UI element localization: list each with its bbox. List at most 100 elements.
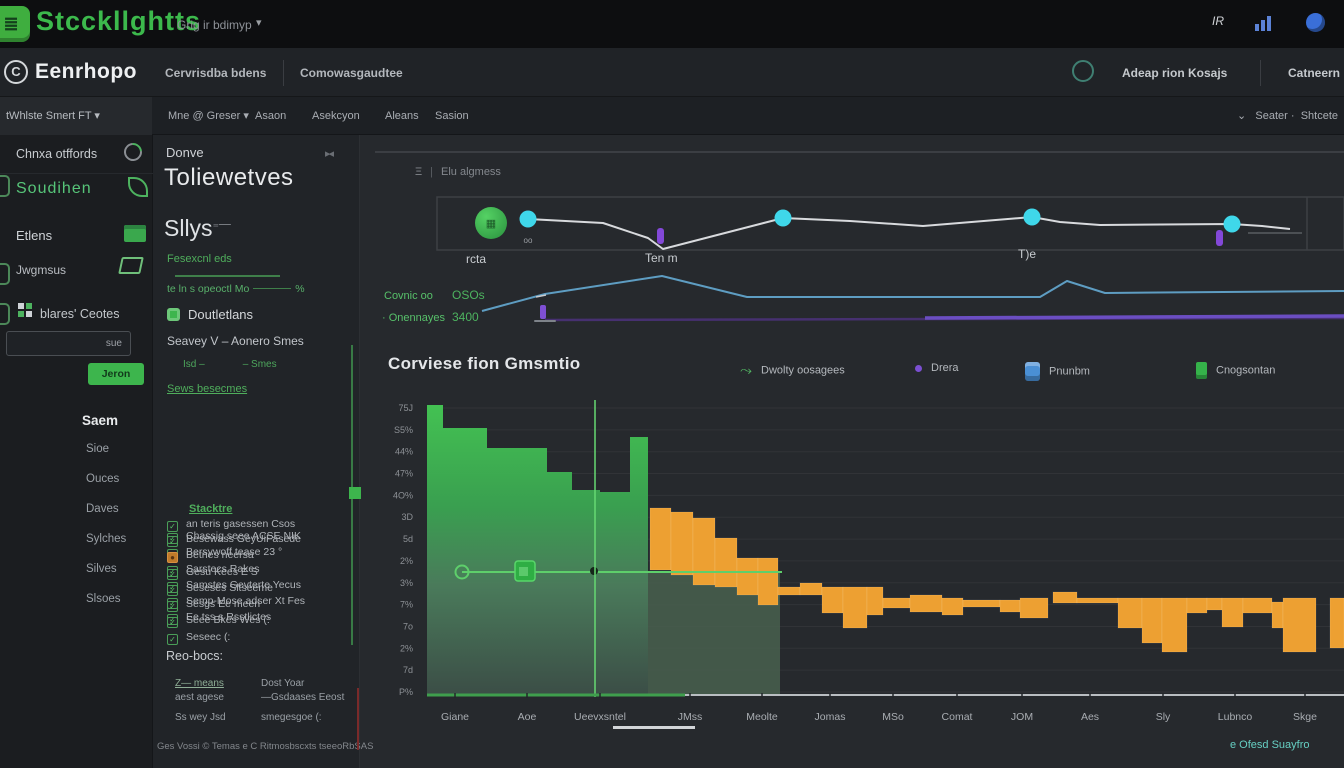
panel-link-2-sub[interactable]: ✓ an teris gasessen Csos [167, 518, 295, 532]
sidebar-item[interactable]: Sylches [86, 533, 127, 545]
panel-group1-subtitle: Seavey V – Aonero Smes [167, 334, 304, 348]
waterfall-bar [1329, 597, 1344, 649]
sidebar-item[interactable]: Daves [86, 503, 119, 515]
checkbox-icon[interactable]: ✓ [167, 617, 178, 629]
mini-value: 3400 [452, 310, 479, 324]
sidebar-item-journal[interactable]: Jwgmsus [16, 263, 67, 277]
sidebar-input[interactable] [6, 331, 131, 356]
checkbox-icon[interactable]: ✓ [167, 584, 178, 596]
mini-label: Covnic oo [384, 290, 433, 302]
sidebar-item[interactable]: Ouces [86, 473, 120, 485]
panel-link-1[interactable]: Sews besecmes [167, 383, 248, 395]
notification-icon[interactable] [1306, 13, 1325, 32]
square-icon [1025, 362, 1040, 381]
nav-item[interactable]: Asekcyon [312, 110, 360, 122]
timeline-point[interactable] [1023, 208, 1041, 226]
kv-right[interactable]: —Gsdaases Eeost [261, 692, 345, 703]
appbar-right-link-2[interactable]: Catneern [1288, 66, 1341, 80]
brand-name[interactable]: Eenrhopo [35, 60, 137, 83]
checklist-row[interactable]: ✓ Besewass GeyUiFasede [167, 533, 301, 549]
appbar-right-link-1[interactable]: Adeap rion Kosajs [1122, 66, 1228, 80]
sidebar-section-title: Saem [82, 413, 119, 428]
user-initials[interactable]: IR [1212, 14, 1224, 28]
refresh-icon[interactable] [120, 139, 146, 165]
cut-icon [0, 263, 10, 285]
waterfall-bar [1117, 597, 1143, 629]
appbar-link-1[interactable]: Cervrisdba bdens [165, 66, 267, 80]
sidebar-action-button[interactable]: Jeron [88, 363, 144, 385]
sidebar-item[interactable]: Sioe [86, 443, 110, 455]
waterfall-bar [842, 586, 868, 629]
blue-line [481, 275, 1344, 312]
y-axis-tick: 5d [403, 534, 413, 544]
x-tick-underline [613, 726, 695, 729]
sidebar-item-centers[interactable]: blares' Ceotes [40, 307, 120, 321]
nav-item[interactable]: Sasion [435, 110, 469, 122]
nav-item[interactable]: Asaon [255, 110, 287, 122]
sidebar-item[interactable]: Silves [86, 563, 117, 575]
app-bar: C Eenrhopo Cervrisdba bdens Comowasgaudt… [0, 48, 1344, 97]
appbar-link-2[interactable]: Comowasgaudtee [300, 66, 403, 80]
y-axis-tick: 7o [403, 621, 413, 631]
waterfall-bar [799, 582, 823, 596]
checklist-row[interactable]: ● Betnes neersa [167, 549, 301, 565]
grid-icon [18, 303, 24, 309]
waterfall-bar [714, 537, 738, 588]
checklist-row[interactable]: ✓ Seseec (: [167, 631, 301, 647]
nav-item[interactable]: Mne @ Greser ▾ [168, 110, 249, 122]
timeline-point[interactable] [774, 209, 792, 227]
app-logo-text: Stcckllghtts [36, 6, 202, 36]
nav-item[interactable]: Aleans [385, 110, 419, 122]
kv-left[interactable]: Ss wey Jsd [175, 712, 226, 723]
list-icon[interactable]: Ξ [415, 166, 423, 178]
timeline-label: T)e [1018, 247, 1036, 261]
timeline-point[interactable] [519, 210, 537, 228]
legend-item[interactable]: Pnunbm [1025, 362, 1090, 381]
checkbox-icon[interactable]: ✓ [167, 633, 178, 645]
legend-item[interactable]: Drera [915, 362, 959, 374]
nav-active-tab[interactable]: tWhlste Smert FT ▾ [0, 97, 152, 135]
legend-label: Dwolty oosagees [761, 364, 845, 377]
checkbox-icon[interactable]: ✓ [167, 601, 178, 613]
checklist-row[interactable]: ✓ Gesu Kees E S [167, 566, 301, 582]
nav-right-links[interactable]: ⌄ Seater · Shtcete [1237, 97, 1338, 135]
kv-left[interactable]: Z— means [175, 678, 224, 689]
y-axis-tick: 44% [395, 447, 413, 457]
chevron-down-icon[interactable]: ▾ [256, 17, 262, 29]
sidebar-item-books[interactable]: Etlens [16, 228, 53, 243]
waterfall-bar [1282, 597, 1317, 653]
collapse-icon[interactable]: ▸◂ [325, 148, 334, 160]
top-bar: ≣ Stcckllghtts Grig ir bdimyp ▾ IR [0, 0, 1344, 48]
waterfall-bar [1019, 597, 1049, 619]
kv-right[interactable]: smegesgoe (: [261, 712, 322, 723]
slider-handle[interactable] [514, 560, 536, 582]
book-icon [124, 225, 146, 242]
x-axis-tick: Aoe [518, 711, 537, 723]
waterfall-bar [866, 586, 884, 616]
checklist-row[interactable]: ✓ Seee Bkes Wes (: [167, 614, 301, 630]
legend-item[interactable]: ⤳ Dwolty oosagees [740, 362, 845, 379]
sidebar-item[interactable]: Slsoes [86, 593, 121, 605]
nav-right-label[interactable]: Seater · [1255, 110, 1295, 122]
panel-link-2[interactable]: Stacktre [189, 503, 233, 515]
kv-right[interactable]: Dost Yoar [261, 678, 305, 689]
checkbox-icon[interactable]: ● [167, 552, 178, 564]
panel-meta-pct: % [295, 283, 305, 295]
checkbox-icon[interactable]: ✓ [167, 536, 178, 547]
nav-right-label-2[interactable]: Shtcete [1300, 110, 1338, 122]
signal-icon[interactable] [1255, 15, 1273, 31]
workspace-switcher[interactable]: Grig ir bdimyp [177, 18, 252, 32]
legend-item[interactable]: Cnogsontan [1196, 362, 1275, 379]
checklist-row[interactable]: ✓ Seseses Sltseeme [167, 582, 301, 598]
checkbox-icon[interactable]: ✓ [167, 568, 178, 580]
kv-left[interactable]: aest agese [175, 692, 224, 703]
legend-label: Pnunbm [1049, 365, 1090, 378]
checklist-row[interactable]: ✓ Sesgs Ee meen [167, 598, 301, 614]
chevron-down-icon[interactable]: ⌄ [1237, 110, 1247, 122]
checkbox-icon[interactable]: ✓ [167, 521, 178, 532]
legend-label: Cnogsontan [1216, 364, 1276, 377]
purple-line-bright [924, 314, 1344, 320]
sidebar-item-highlight[interactable]: Soudihen [16, 180, 92, 197]
timeline-point[interactable] [1223, 215, 1241, 233]
